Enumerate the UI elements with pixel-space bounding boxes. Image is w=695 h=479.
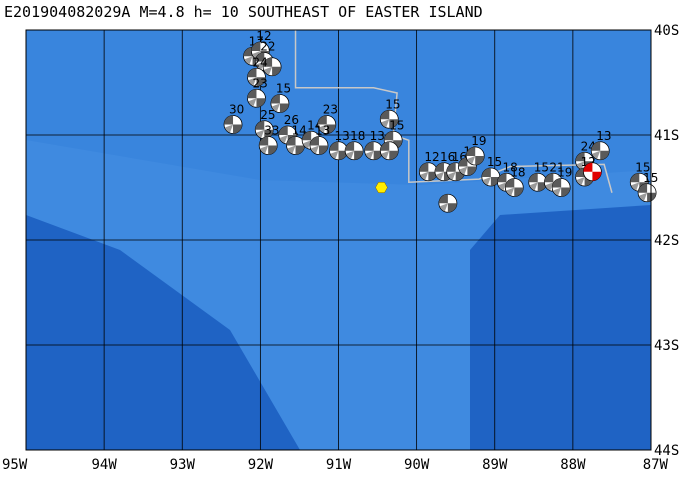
event-depth-label: 15 (276, 82, 291, 96)
focal-mechanism-beachball (344, 141, 364, 161)
focal-mechanism-beachball (247, 88, 266, 108)
focal-mechanism-beachball (379, 141, 399, 161)
event-depth-label: 18 (502, 160, 517, 174)
event-depth-label: 19 (471, 134, 486, 148)
longitude-tick-label: 90W (404, 457, 430, 473)
latitude-tick-label: 42S (654, 233, 679, 249)
event-depth-label: 19 (557, 166, 572, 180)
focal-mechanism-beachball (258, 136, 278, 155)
event-depth-label: 24 (252, 55, 267, 69)
longitude-labels: 95W 94W 93W 92W 91W 90W 89W 88W 87W (2, 457, 669, 473)
event-depth-label: 15 (389, 118, 404, 132)
event-depth-label: 25 (260, 108, 275, 122)
focal-mechanism-beachball (223, 115, 243, 134)
event-depth-label: 22 (260, 40, 275, 54)
focal-mechanism-beachball (270, 94, 290, 113)
event-depth-label: 13 (596, 129, 611, 143)
event-depth-label: 14 (292, 124, 307, 138)
event-depth-label: 21 (549, 160, 564, 174)
event-depth-label: 13 (335, 129, 350, 143)
focal-mechanism-beachball (309, 136, 329, 155)
focal-mechanism-beachball (551, 178, 571, 197)
latitude-labels: 40S 41S 42S 43S 44S (654, 23, 679, 459)
event-depth-label: 13 (370, 129, 385, 143)
longitude-tick-label: 94W (91, 457, 117, 473)
longitude-tick-label: 93W (170, 457, 196, 473)
focal-mechanism-beachball (317, 115, 337, 134)
event-depth-label: 30 (229, 103, 244, 117)
longitude-tick-label: 92W (248, 457, 274, 473)
event-depth-label: 18 (350, 129, 365, 143)
map-frame (25, 29, 652, 451)
focal-mechanism-beachball (465, 146, 485, 166)
event-depth-label: 18 (510, 166, 525, 180)
longitude-tick-label: 91W (326, 457, 352, 473)
focal-mechanism-beachball (418, 162, 438, 182)
focal-mechanism-beachball (637, 183, 657, 203)
event-depth-label: 15 (385, 97, 400, 111)
longitude-tick-label: 95W (2, 457, 28, 473)
focal-mechanism-beachball (247, 67, 266, 87)
event-depth-label: 15 (487, 155, 502, 169)
latitude-tick-label: 41S (654, 128, 679, 144)
latitude-tick-label: 44S (654, 443, 679, 459)
map-title: E201904082029A M=4.8 h= 10 SOUTHEAST OF … (4, 3, 483, 21)
focal-mechanism-beachball (286, 136, 305, 155)
event-depth-label: 15 (635, 160, 650, 174)
longitude-tick-label: 87W (643, 457, 669, 473)
event-depth-label: 12 (256, 29, 271, 43)
latitude-tick-label: 40S (654, 23, 679, 39)
event-depth-label: 13 (315, 124, 330, 138)
focal-mechanism-beachball (262, 57, 282, 77)
event-depth-label: 12 (424, 150, 439, 164)
focal-mechanism-beachball (481, 167, 501, 187)
focal-mechanism-beachball (446, 162, 466, 182)
epicenter-marker (375, 182, 388, 193)
event-depth-label: 23 (323, 103, 338, 117)
focal-mechanism-beachball (504, 178, 524, 197)
event-depth-label: 15 (534, 160, 549, 174)
focal-mechanism-beachball (583, 162, 602, 182)
event-depth-label: 23 (252, 76, 267, 90)
focal-mechanism-beachball (379, 109, 399, 129)
longitude-tick-label: 88W (560, 457, 586, 473)
event-depth-label: 33 (264, 124, 279, 138)
latitude-tick-label: 43S (654, 338, 679, 354)
event-depth-label: 16 (440, 150, 455, 164)
focal-mechanism-beachball (438, 193, 458, 213)
longitude-tick-label: 89W (482, 457, 508, 473)
focal-mechanism-beachball (590, 141, 610, 161)
event-depth-label: 26 (284, 113, 299, 127)
